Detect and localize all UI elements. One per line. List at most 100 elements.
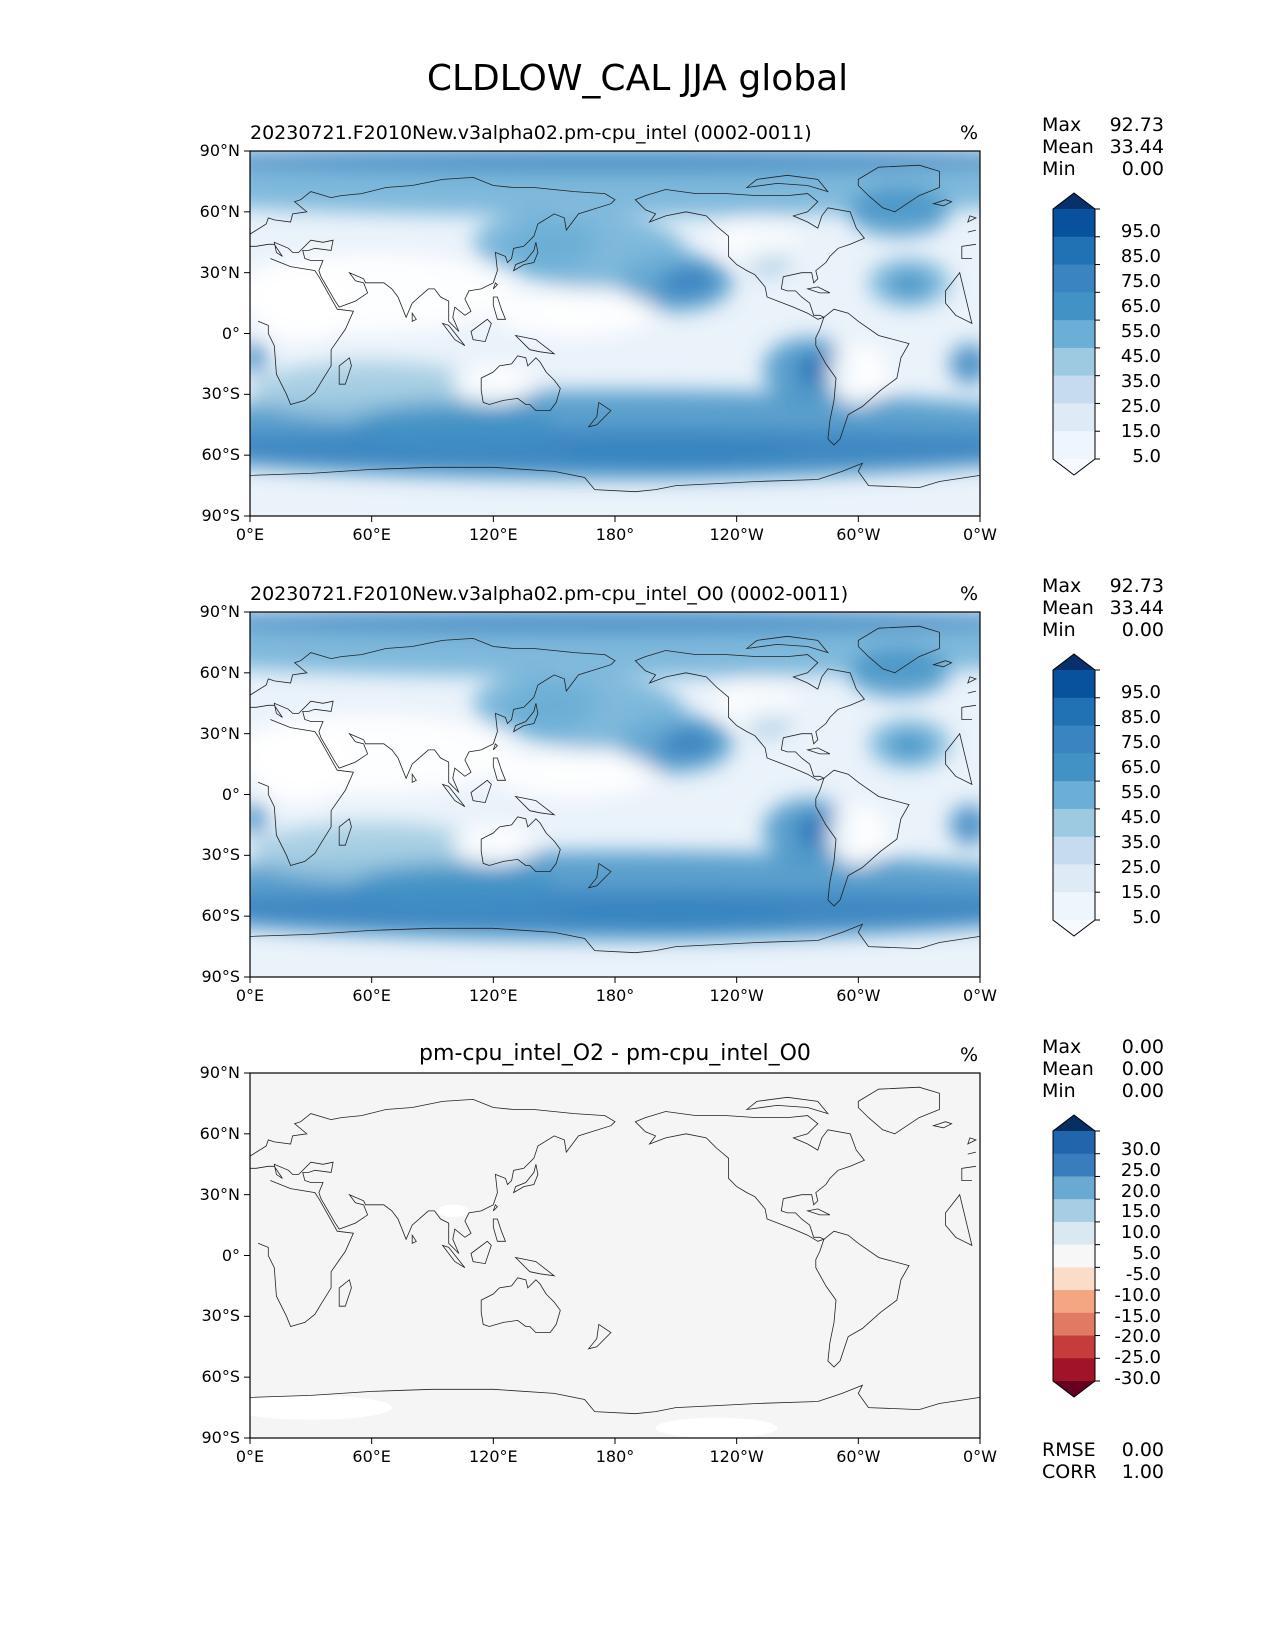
y-tick-label: 30°S — [201, 1306, 240, 1326]
colorbar-bin — [1053, 1153, 1095, 1177]
coastline-iceland — [931, 660, 953, 668]
coastline-newzealand — [587, 401, 612, 428]
coastline-hudsonislands — [745, 635, 830, 654]
colorbar-bin — [1053, 1290, 1095, 1314]
coastline-taiwan — [492, 743, 498, 751]
colorbar-label: 25.0 — [1120, 1159, 1161, 1181]
cloud-cell — [848, 187, 950, 237]
cloud-cell — [473, 674, 595, 732]
colorbar-bin — [1053, 1267, 1095, 1291]
colorbar-label: 75.0 — [1120, 732, 1161, 753]
y-tick-label: 30°N — [199, 1184, 240, 1204]
colorbar-bin — [1053, 1131, 1095, 1155]
coastline-eurasia — [250, 176, 976, 332]
coastline-madagascar — [338, 818, 352, 846]
coastline-newguinea — [514, 1256, 556, 1277]
zero-diff-cell — [250, 1395, 392, 1420]
colorbar-extend-min — [1053, 920, 1095, 936]
x-tick-label: 0°E — [235, 525, 265, 544]
coastline-philippines — [492, 1218, 507, 1242]
cloud-cell — [250, 802, 267, 836]
cloud-cell — [250, 341, 267, 375]
colorbar-bin — [1053, 781, 1095, 810]
colorbar-label: 55.0 — [1120, 782, 1161, 803]
coastline-iceland — [931, 199, 953, 207]
panel-1-map — [244, 150, 981, 522]
zero-diff-cell — [436, 1204, 469, 1217]
clear-cell — [452, 363, 534, 405]
cloud-cell — [351, 404, 555, 446]
colorbar-bin — [1053, 236, 1095, 266]
y-tick-label: 90°N — [199, 141, 240, 160]
panel-3-field — [250, 1073, 980, 1438]
panel-1-stat-max: Max 92.73 — [1042, 114, 1164, 136]
cloud-cell — [949, 804, 980, 846]
coastline-japan — [512, 242, 539, 272]
coastline-cuba — [806, 1208, 831, 1216]
clear-cell — [827, 343, 889, 405]
stat-value: 92.73 — [1109, 114, 1164, 136]
y-tick-label: 60°N — [199, 1123, 240, 1143]
stat-value: 0.00 — [1121, 158, 1164, 180]
colorbar-label: 35.0 — [1120, 371, 1161, 392]
coastline-greatbritain — [967, 676, 977, 694]
coastline-japan — [512, 1164, 539, 1194]
colorbar-bin — [1053, 403, 1095, 432]
stat-label: Max — [1042, 575, 1082, 597]
colorbar-label: 65.0 — [1120, 757, 1161, 778]
colorbar-bin — [1053, 320, 1095, 349]
coastline-antarctica — [250, 1384, 980, 1415]
stat-value: 0.00 — [1121, 1080, 1164, 1102]
x-tick-label: 120°E — [469, 986, 518, 1005]
panel-2-colorbar — [1052, 653, 1100, 937]
coastline-sumatra — [441, 1244, 466, 1269]
stat-value: 1.00 — [1121, 1461, 1164, 1483]
y-tick-label: 60°S — [201, 906, 240, 926]
cloud-cell — [657, 264, 715, 297]
colorbar-label: 25.0 — [1120, 857, 1161, 878]
clear-cell — [716, 221, 798, 263]
coastline-australia — [480, 355, 561, 411]
coastline-africa — [257, 719, 973, 866]
y-tick-label: 90°N — [199, 602, 240, 621]
y-tick-label: 60°N — [199, 201, 240, 221]
cloud-cell — [250, 361, 494, 419]
cloud-cell — [250, 822, 494, 880]
colorbar-bin — [1053, 1312, 1095, 1337]
y-tick-label: 90°S — [201, 506, 240, 525]
y-tick-label: 30°N — [199, 723, 240, 743]
coastline-taiwan — [492, 282, 498, 290]
colorbar-bin — [1053, 725, 1095, 754]
colorbar-label: 35.0 — [1120, 832, 1161, 853]
y-tick-label: 60°N — [199, 662, 240, 682]
y-tick-label: 0° — [221, 1245, 240, 1265]
x-tick-label: 120°W — [709, 986, 764, 1005]
coastline-japan — [512, 703, 539, 733]
stat-value: 92.73 — [1109, 575, 1164, 597]
colorbar-bin — [1053, 264, 1095, 293]
colorbar-label: 85.0 — [1120, 707, 1161, 728]
stat-label: Mean — [1042, 1058, 1094, 1080]
x-tick-label: 0°W — [963, 1447, 997, 1466]
coastline-africa — [257, 1180, 973, 1327]
x-tick-label: 60°E — [352, 1447, 391, 1466]
panel-3-stat-max: Max 0.00 — [1042, 1036, 1164, 1058]
panel-3-stat-mean: Mean 0.00 — [1042, 1058, 1164, 1080]
panel-3-stat-corr: CORR 1.00 — [1042, 1461, 1164, 1483]
colorbar-label: 5.0 — [1132, 446, 1161, 467]
colorbar-bin — [1053, 697, 1095, 727]
stat-value: 0.00 — [1121, 1439, 1164, 1461]
panel-3-title: pm-cpu_intel_O2 - pm-cpu_intel_O0 — [419, 1041, 811, 1066]
colorbar-bin — [1053, 1199, 1095, 1223]
colorbar-bin — [1053, 1335, 1095, 1359]
coastline-borneo — [470, 318, 492, 343]
colorbar-label: 55.0 — [1120, 321, 1161, 342]
clear-cell — [250, 723, 352, 805]
coastline-taiwan — [492, 1204, 498, 1212]
coastline-madagascar — [338, 357, 352, 385]
panel-1-units: % — [960, 122, 979, 144]
coastline-srilanka — [411, 311, 417, 322]
colorbar-label: 45.0 — [1120, 346, 1161, 367]
stat-value: 33.44 — [1109, 136, 1164, 158]
cloud-cell — [250, 159, 980, 216]
